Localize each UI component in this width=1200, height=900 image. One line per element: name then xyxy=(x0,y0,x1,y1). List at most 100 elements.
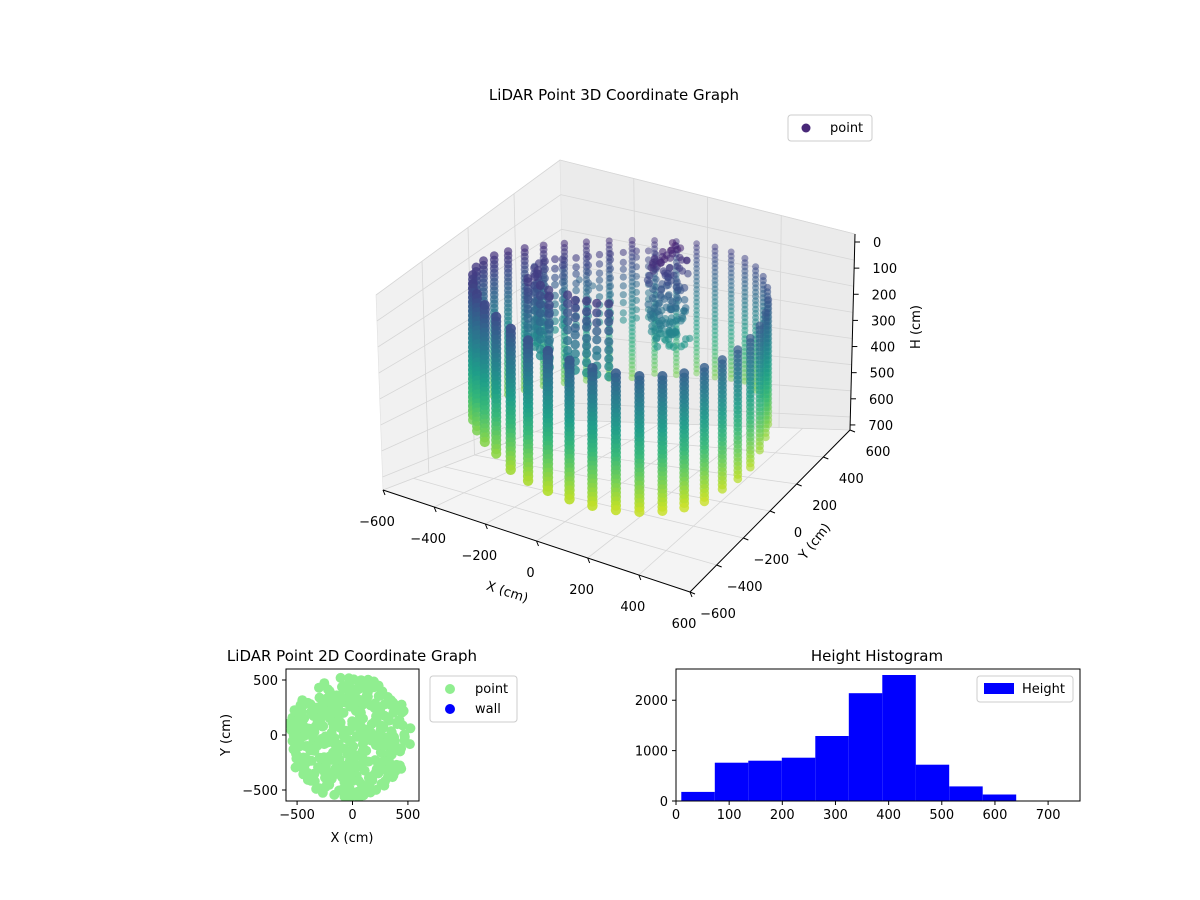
point-3d-714 xyxy=(680,284,689,292)
point-3d-1555 xyxy=(542,485,554,497)
point-2d-245 xyxy=(386,732,397,743)
y-tick-label-3d-1: −400 xyxy=(727,580,763,595)
point-2d-409 xyxy=(357,739,368,750)
point-3d-1587 xyxy=(610,505,622,516)
point-3d-642 xyxy=(663,278,672,287)
point-2d-16 xyxy=(405,723,416,734)
x-tick-label-3d-1: −400 xyxy=(410,532,446,547)
scatter-2d-title: LiDAR Point 2D Coordinate Graph xyxy=(227,647,477,665)
point-3d-348 xyxy=(595,269,604,277)
x-tick-label-2d-0: −500 xyxy=(279,808,315,823)
point-3d-711 xyxy=(646,311,655,319)
point-3d-122 xyxy=(693,319,700,327)
point-3d-1363 xyxy=(491,448,502,459)
point-3d-204 xyxy=(711,310,719,318)
point-2d-402 xyxy=(294,738,305,748)
point-2d-414 xyxy=(327,749,338,760)
point-2d-219 xyxy=(373,768,384,779)
point-3d-1115 xyxy=(570,339,580,350)
point-2d-254 xyxy=(399,731,410,742)
point-3d-1332 xyxy=(699,496,710,507)
grid-wall-z-0 xyxy=(375,159,856,296)
point-3d-32 xyxy=(651,357,658,365)
point-3d-127 xyxy=(693,340,700,348)
point-3d-567 xyxy=(673,245,682,254)
point-3d-212 xyxy=(711,344,719,352)
point-3d-398 xyxy=(572,286,580,295)
point-3d-214 xyxy=(711,352,719,360)
histogram-bar-7 xyxy=(915,764,950,801)
point-3d-299 xyxy=(727,324,735,332)
point-3d-396 xyxy=(572,270,580,278)
point-3d-1100 xyxy=(746,462,755,472)
x-tick-label-3d-5: 400 xyxy=(620,600,645,615)
point-3d-102 xyxy=(628,374,636,382)
legend-histogram-box xyxy=(976,675,1074,703)
point-2d-342 xyxy=(343,673,354,684)
point-3d-356 xyxy=(584,261,592,269)
point-3d-716 xyxy=(648,294,657,303)
x-tick-label-3d-3: 0 xyxy=(526,566,534,581)
point-2d-374 xyxy=(309,745,320,756)
point-3d-120 xyxy=(693,311,700,318)
point-3d-774 xyxy=(653,307,662,316)
point-3d-349 xyxy=(595,276,604,284)
point-3d-305 xyxy=(727,349,735,357)
histogram-bar-3 xyxy=(781,757,816,801)
point-3d-1134 xyxy=(604,354,614,364)
point-3d-679 xyxy=(681,304,690,312)
z-tick-label-3d-3: 300 xyxy=(871,314,896,329)
scatter-2d-plot: LiDAR Point 2D Coordinate Graph −500 0 500… xyxy=(219,647,518,846)
point-3d-118 xyxy=(693,302,700,310)
point-2d-346 xyxy=(366,732,376,743)
y-tick-label-3d-3: 0 xyxy=(794,526,802,541)
point-3d-1064 xyxy=(563,316,573,326)
point-2d-216 xyxy=(308,711,319,721)
point-3d-1123 xyxy=(582,333,592,343)
point-3d-171 xyxy=(633,263,640,271)
point-3d-106 xyxy=(693,252,700,260)
point-3d-762 xyxy=(652,334,661,343)
histogram-bar-4 xyxy=(815,736,849,801)
point-3d-1125 xyxy=(582,348,592,359)
z-tick-label-3d-2: 200 xyxy=(872,288,897,303)
x-tick-3d-6 xyxy=(689,591,693,598)
point-3d-206 xyxy=(711,319,719,326)
point-3d-68 xyxy=(672,371,680,379)
point-2d-417 xyxy=(376,757,387,768)
scatter-3d-title: LiDAR Point 3D Coordinate Graph xyxy=(489,86,739,104)
point-3d-311 xyxy=(727,374,735,382)
z-tick-label-3d-7: 700 xyxy=(868,419,893,434)
point-3d-1174 xyxy=(592,351,602,361)
point-3d-179 xyxy=(644,247,652,255)
point-3d-483 xyxy=(551,273,559,282)
point-3d-117 xyxy=(693,298,700,306)
point-2d-340 xyxy=(352,789,363,800)
point-3d-723 xyxy=(653,342,662,351)
point-3d-308 xyxy=(727,362,735,370)
point-3d-293 xyxy=(727,299,735,306)
point-3d-1122 xyxy=(582,322,592,332)
point-2d-371 xyxy=(313,762,323,773)
point-3d-1395 xyxy=(679,502,690,513)
point-3d-257 xyxy=(606,274,615,282)
histogram-bar-9 xyxy=(982,794,1017,801)
y-tick-label-3d-0: −600 xyxy=(700,607,736,622)
point-3d-202 xyxy=(711,302,719,310)
point-2d-410 xyxy=(371,784,382,795)
point-2d-405 xyxy=(320,760,331,771)
point-2d-411 xyxy=(389,702,400,712)
point-3d-284 xyxy=(727,261,735,268)
point-3d-264 xyxy=(619,258,627,266)
point-3d-1619 xyxy=(564,494,575,505)
point-2d-408 xyxy=(350,705,361,716)
legend-3d: point xyxy=(787,114,873,142)
y-tick-label-3d-4: 200 xyxy=(812,499,837,514)
point-3d-540 xyxy=(649,285,657,293)
point-3d-1113 xyxy=(570,323,580,333)
point-3d-173 xyxy=(633,280,640,288)
point-3d-133 xyxy=(693,365,700,373)
point-3d-298 xyxy=(727,320,735,327)
point-2d-360 xyxy=(336,692,347,703)
legend-2d-wall-marker xyxy=(445,704,455,714)
